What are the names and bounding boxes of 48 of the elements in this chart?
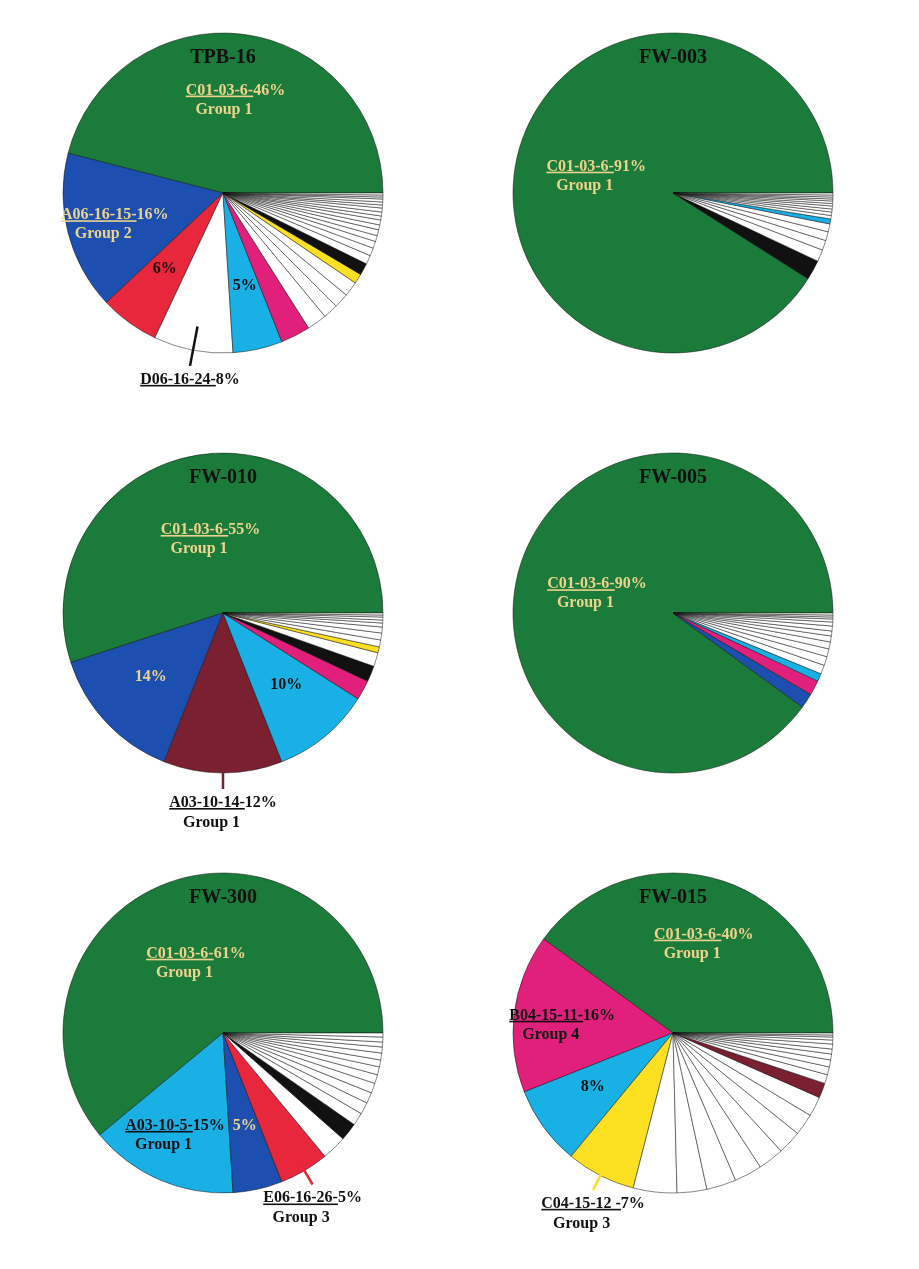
data-label: 6% (152, 259, 177, 277)
data-label: 7% (620, 1193, 645, 1211)
slice-label: C04-15-12 - (541, 1193, 621, 1211)
data-label: 5% (232, 275, 257, 293)
slice-label: E06-16-26- (263, 1188, 338, 1206)
text: Group 4 (522, 1024, 580, 1042)
data-label: 12% (244, 793, 277, 810)
text: Group 1 (135, 1134, 193, 1152)
text: Group 3 (553, 1213, 611, 1231)
text: FW-010 (188, 465, 258, 487)
slice-label: C01-03-6- (653, 924, 722, 942)
text: Group 1 (155, 962, 213, 980)
data-label: 14% (134, 666, 167, 684)
text: Group 1 (195, 99, 253, 117)
slice-label: A03-10-5- (125, 1115, 193, 1133)
data-label: 8% (580, 1077, 605, 1095)
data-label: 8% (215, 369, 240, 387)
data-label: 61% (213, 943, 246, 961)
text: Group 1 (183, 813, 241, 830)
data-label: 46% (253, 80, 286, 98)
data-label: 5% (232, 1115, 257, 1133)
text: Group 1 (663, 943, 721, 961)
slice-label: C01-03-6- (546, 156, 614, 174)
data-label: 5% (337, 1188, 362, 1206)
slice-label: C01-03-6- (160, 519, 229, 537)
data-label: 55% (228, 519, 261, 537)
slice-label: C01-03-6- (185, 80, 254, 98)
data-label: 91% (613, 156, 646, 174)
slice-label: D06-16-24- (140, 369, 216, 387)
data-label: 15% (192, 1115, 225, 1133)
text: FW-015 (638, 885, 708, 907)
slice-label: C01-03-6- (547, 574, 615, 592)
text: TPB-16 (190, 45, 256, 67)
data-label: 16% (583, 1005, 616, 1023)
text: Group 1 (556, 593, 614, 611)
text: Group 1 (170, 538, 228, 556)
text: FW-003 (638, 45, 708, 67)
text: Group 2 (74, 224, 132, 242)
data-label: 90% (614, 574, 647, 592)
data-label: 10% (270, 675, 303, 693)
slice-label: A03-10-14- (169, 793, 245, 810)
text: FW-005 (638, 465, 708, 487)
data-label: 40% (721, 924, 754, 942)
data-label: 16% (136, 205, 169, 223)
text: Group 3 (272, 1208, 330, 1226)
text: Group 1 (556, 175, 614, 193)
text: FW-300 (188, 885, 258, 907)
slice-label: C01-03-6- (146, 943, 214, 961)
